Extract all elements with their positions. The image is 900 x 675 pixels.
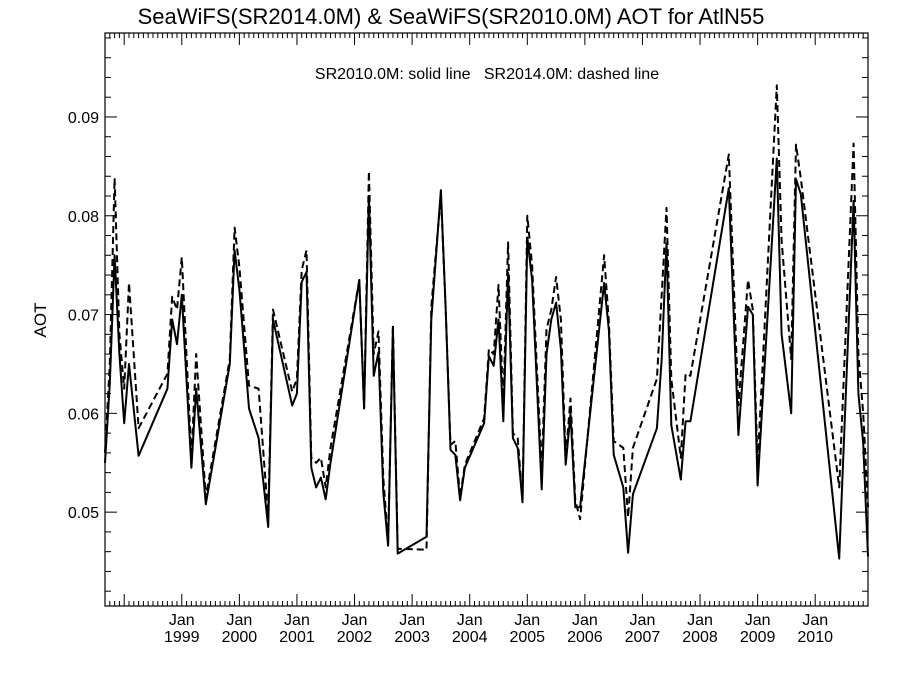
x-tick-label-month: Jan bbox=[226, 612, 252, 629]
y-tick-label: 0.06 bbox=[68, 406, 99, 423]
x-tick-label-month: Jan bbox=[802, 612, 828, 629]
plot-frame bbox=[104, 32, 869, 607]
x-tick-label-year: 2004 bbox=[452, 629, 488, 646]
x-tick-label-month: Jan bbox=[687, 612, 713, 629]
x-tick-label-year: 2002 bbox=[337, 629, 373, 646]
x-tick-label-month: Jan bbox=[457, 612, 483, 629]
series-line-sr2014-dashed bbox=[104, 84, 869, 551]
x-tick-label-month: Jan bbox=[630, 612, 656, 629]
y-tick-label: 0.08 bbox=[68, 209, 99, 226]
x-tick-label-month: Jan bbox=[572, 612, 598, 629]
x-tick-label-year: 2001 bbox=[279, 629, 315, 646]
x-tick-label-month: Jan bbox=[169, 612, 195, 629]
x-tick-label-year: 2005 bbox=[509, 629, 545, 646]
x-tick-label-year: 2009 bbox=[740, 629, 776, 646]
y-tick-label: 0.07 bbox=[68, 308, 99, 325]
x-tick-label-year: 2010 bbox=[797, 629, 833, 646]
x-tick-label-year: 2000 bbox=[222, 629, 258, 646]
line-style-annotation: SR2010.0M: solid line SR2014.0M: dashed … bbox=[315, 66, 659, 83]
x-tick-label-month: Jan bbox=[399, 612, 425, 629]
y-tick-label: 0.09 bbox=[68, 110, 99, 127]
chart-title: SeaWiFS(SR2014.0M) & SeaWiFS(SR2010.0M) … bbox=[138, 4, 765, 29]
x-tick-label-year: 2003 bbox=[394, 629, 430, 646]
x-tick-label-year: 2008 bbox=[682, 629, 718, 646]
x-tick-label-year: 2006 bbox=[567, 629, 603, 646]
x-tick-label-month: Jan bbox=[342, 612, 368, 629]
x-tick-label-year: 2007 bbox=[625, 629, 661, 646]
y-tick-label: 0.05 bbox=[68, 505, 99, 522]
series-line-sr2010-solid bbox=[104, 157, 869, 560]
x-tick-label-month: Jan bbox=[745, 612, 771, 629]
plot-area: 0.050.060.070.080.09Jan1999Jan2000Jan200… bbox=[68, 32, 869, 646]
x-tick-label-year: 1999 bbox=[164, 629, 200, 646]
x-tick-label-month: Jan bbox=[284, 612, 310, 629]
x-tick-label-month: Jan bbox=[514, 612, 540, 629]
y-axis-label: AOT bbox=[31, 303, 50, 338]
